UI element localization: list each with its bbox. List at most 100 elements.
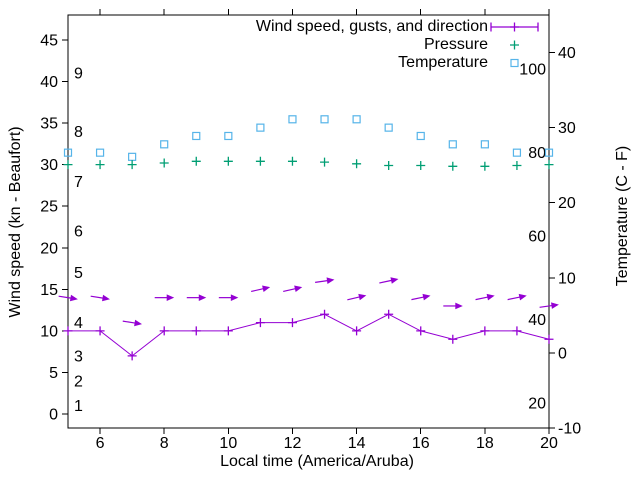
temperature-point	[160, 140, 169, 149]
gust-arrow	[122, 319, 143, 327]
legend-item-temperature: Temperature	[68, 54, 488, 72]
gust-arrow-tail	[539, 304, 553, 308]
wind-speed-point	[255, 318, 265, 328]
pressure-point	[544, 160, 554, 170]
y1-tick-label: 0	[49, 407, 58, 424]
wind-speed-point	[191, 326, 201, 336]
legend-marker-pressure	[510, 40, 519, 50]
gust-arrow-head	[455, 302, 463, 310]
y2-tick-label: 10	[558, 270, 576, 287]
gust-arrow	[154, 294, 175, 301]
gust-arrow-tail	[283, 288, 296, 293]
wind-speed-point	[416, 326, 426, 336]
gust-arrow-head	[134, 319, 143, 327]
wind-speed-point	[223, 326, 233, 336]
fahrenheit-label: 20	[528, 395, 546, 412]
y1-tick-label: 25	[40, 199, 58, 216]
gust-arrow-head	[518, 293, 527, 301]
gust-arrow-head	[69, 294, 78, 302]
gust-arrow-tail	[507, 296, 520, 301]
gust-arrow	[379, 277, 399, 284]
x-tick-label: 16	[412, 435, 430, 452]
gust-arrow-head	[326, 277, 335, 284]
pressure-point	[384, 160, 394, 170]
fahrenheit-label: 100	[519, 62, 546, 79]
pressure-point	[191, 156, 201, 166]
wind-speed-line	[68, 313, 550, 357]
wind-speed-point	[544, 334, 554, 344]
wind-speed-point	[127, 351, 137, 361]
legend-label-temperature: Temperature	[398, 54, 488, 71]
pressure-point	[223, 156, 233, 166]
wind-speed-point	[512, 326, 522, 336]
beaufort-label: 9	[74, 66, 83, 83]
gust-arrow	[58, 294, 78, 302]
y2-tick-label: -10	[558, 421, 581, 438]
pressure-point	[127, 160, 137, 170]
y1-tick-label: 5	[49, 365, 58, 382]
gust-arrow	[539, 302, 559, 309]
wind-speed-point	[448, 334, 458, 344]
pressure-point	[287, 156, 297, 166]
y-axis-title: Wind speed (kn - Beaufort)	[7, 126, 24, 318]
y1-tick-label: 45	[40, 32, 58, 49]
legend-label-pressure: Pressure	[423, 36, 488, 53]
gust-arrow-head	[358, 293, 367, 301]
wind-speed-point	[352, 326, 362, 336]
gust-arrow-head	[486, 293, 495, 301]
gust-arrow-head	[230, 294, 239, 301]
gust-arrow-tail	[315, 280, 328, 283]
legend-label-wind: Wind speed, gusts, and direction	[255, 18, 488, 35]
x-tick-label: 6	[96, 435, 105, 452]
pressure-point	[448, 161, 458, 171]
y1-tick-label: 30	[40, 157, 58, 174]
gust-arrow-head	[102, 294, 110, 302]
gust-arrow	[283, 285, 303, 293]
temperature-point	[95, 148, 105, 157]
gust-arrow-tail	[58, 295, 72, 299]
gust-arrow	[475, 293, 495, 301]
fahrenheit-label: 40	[528, 312, 546, 329]
gust-arrow-tail	[122, 320, 136, 324]
pressure-point	[255, 156, 265, 166]
pressure-point	[95, 160, 105, 170]
gust-arrow	[315, 277, 335, 284]
temperature-point	[544, 148, 554, 157]
pressure-point	[63, 160, 73, 170]
y2-tick-label: 40	[558, 45, 576, 62]
y1-tick-label: 10	[40, 323, 58, 340]
fahrenheit-label: 80	[528, 145, 546, 162]
x-tick-label: 20	[540, 435, 558, 452]
beaufort-label: 2	[74, 373, 83, 390]
y2-tick-label: 0	[558, 345, 567, 362]
wind-speed-point	[320, 309, 330, 319]
wind-speed-point	[480, 326, 490, 336]
temperature-point	[288, 115, 297, 124]
gust-arrow-head	[262, 285, 271, 292]
wind-speed-point	[63, 326, 73, 336]
plot-border	[67, 14, 550, 429]
chart-legend: Wind speed, gusts, and direction Pressur…	[68, 18, 488, 72]
y1-tick-label: 40	[40, 74, 58, 91]
gust-arrow	[186, 294, 207, 301]
y1-tick-label: 20	[40, 240, 58, 257]
temperature-point	[480, 140, 489, 149]
legend-marker-wind-point	[510, 22, 519, 32]
beaufort-label: 1	[74, 398, 83, 415]
gust-arrow-head	[198, 294, 207, 301]
pressure-point	[480, 161, 490, 171]
pressure-point	[159, 158, 169, 168]
wind-speed-point	[95, 326, 105, 336]
y1-tick-label: 15	[40, 282, 58, 299]
beaufort-label: 3	[74, 348, 83, 365]
temperature-point	[192, 131, 201, 141]
temperature-point	[224, 131, 233, 141]
gust-arrow	[443, 302, 463, 310]
gust-arrow-tail	[379, 279, 392, 284]
gust-arrow-tail	[411, 296, 424, 301]
y2-tick-label: 20	[558, 195, 576, 212]
temperature-point	[448, 140, 457, 149]
legend-item-pressure: Pressure	[68, 36, 488, 54]
